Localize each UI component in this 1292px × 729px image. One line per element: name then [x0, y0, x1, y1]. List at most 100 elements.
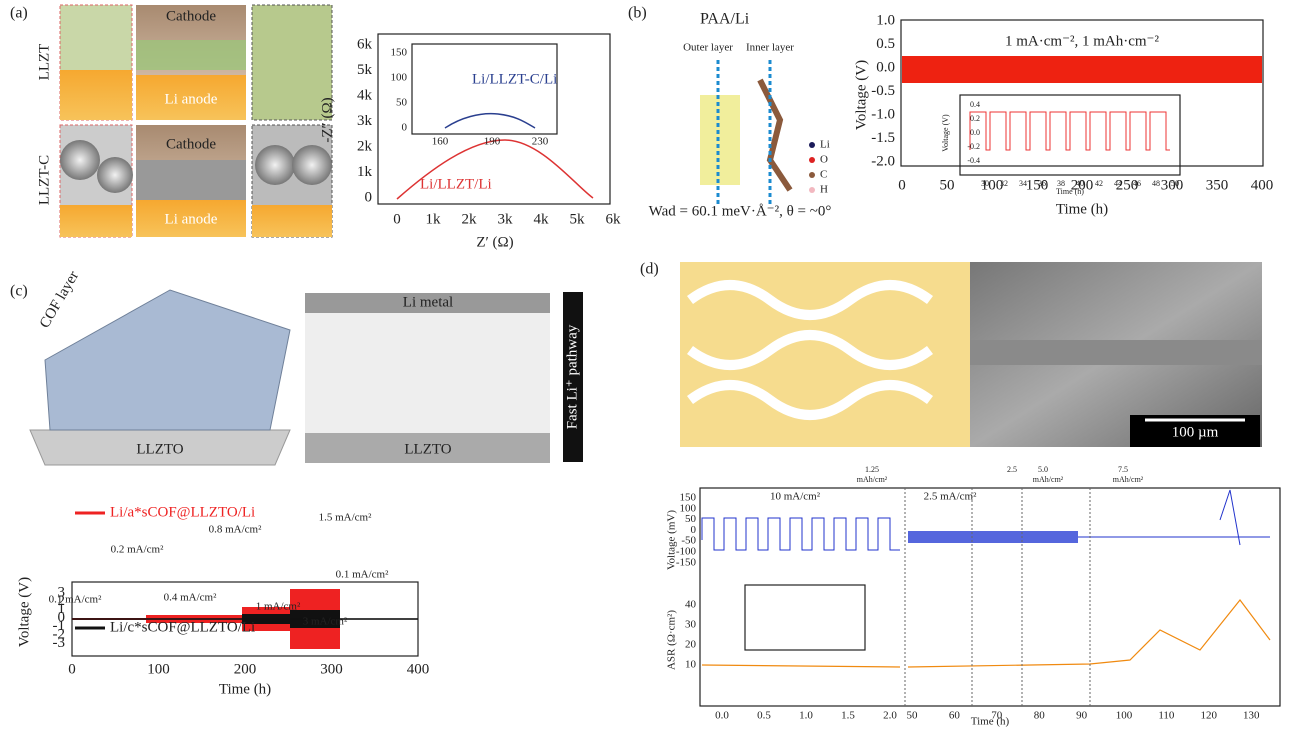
tick-label: 46 — [1133, 179, 1141, 188]
panel-label: (b) — [628, 5, 647, 22]
tick-label: -1.0 — [871, 106, 895, 122]
voltage-trace — [1078, 490, 1270, 545]
tick-label: 0.5 — [876, 36, 895, 52]
voltage-band — [902, 56, 1262, 83]
tick-label: 90 — [1076, 710, 1088, 722]
panel-a-images — [60, 5, 332, 237]
tick-label: 0.5 — [757, 710, 771, 722]
tick-label: 150 — [391, 47, 408, 59]
tick-label: 400 — [407, 661, 430, 677]
legend-label: O — [820, 154, 828, 166]
tick-label: 0.0 — [876, 59, 895, 75]
annotation: Li/LLZT/Li — [420, 176, 492, 192]
tick-label: 1.0 — [799, 710, 813, 722]
traces — [702, 488, 1270, 706]
scale-bar-label: 100 µm — [1172, 424, 1219, 440]
panel-label: (c) — [10, 283, 28, 300]
voltage-trace — [702, 518, 900, 550]
annotation: 1 mA/cm² — [256, 601, 301, 613]
image-text: Outer layer — [683, 42, 733, 54]
tick-label: 0 — [393, 211, 401, 227]
tick-label: 160 — [432, 136, 449, 148]
tick-label: 0 — [68, 661, 76, 677]
plot-frame — [378, 34, 610, 204]
tick-label: 1.5 — [841, 710, 855, 722]
tick-label: 60 — [949, 710, 961, 722]
image — [760, 80, 790, 190]
tick-label: 350 — [1206, 177, 1229, 193]
image — [136, 40, 246, 70]
y-axis-label: ASR (Ω·cm²) — [666, 610, 678, 670]
caption: Wad = 60.1 meV·Å⁻², θ = ~0° — [649, 203, 832, 219]
y-axis-label: Voltage (V) — [853, 60, 869, 130]
annotation: 1 mA·cm⁻², 1 mAh·cm⁻² — [1005, 33, 1159, 49]
annotation: mAh/cm² — [857, 475, 888, 484]
image-text: LLZTO — [404, 441, 451, 457]
image — [60, 70, 132, 120]
x-axis-label: Time (h) — [1056, 201, 1108, 217]
image-text: Li anode — [165, 211, 218, 227]
legend-marker — [809, 187, 815, 193]
inset-frame — [745, 585, 865, 650]
curve — [970, 112, 1170, 150]
tick-label: 3k — [498, 211, 514, 227]
tick-label: 400 — [1251, 177, 1274, 193]
image-text: Li metal — [403, 294, 453, 310]
icon — [97, 157, 133, 193]
tick-label: -0.2 — [967, 142, 980, 151]
legend-label: Li/a*sCOF@LLZTO/Li — [110, 504, 255, 520]
tick-label: 30 — [981, 179, 989, 188]
curve — [445, 114, 535, 128]
tick-label: 2k — [462, 211, 478, 227]
tick-label: 38 — [1057, 179, 1065, 188]
image — [60, 205, 132, 237]
voltage-trace — [908, 531, 1078, 543]
annotation: 0.4 mA/cm² — [164, 592, 217, 604]
image-text: Cathode — [166, 136, 216, 152]
image-text: COF layer — [37, 268, 82, 330]
tick-label: 0.2 — [970, 114, 980, 123]
tick-label: 100 — [1116, 710, 1133, 722]
tick-label: 2k — [357, 138, 373, 154]
tick-label: -0.5 — [871, 83, 895, 99]
tick-label: 6k — [357, 36, 373, 52]
annotation: 0.2 mA/cm² — [111, 544, 164, 556]
tick-label: 5k — [357, 62, 373, 78]
image — [305, 313, 550, 433]
asr-trace — [702, 600, 1270, 667]
image-text: Li anode — [165, 91, 218, 107]
tick-label: 100 — [391, 72, 408, 84]
annotation: 2.5 — [1007, 465, 1017, 474]
image — [970, 340, 1262, 365]
x-axis-label: Time (h) — [971, 716, 1010, 728]
tick-label: 5k — [570, 211, 586, 227]
tick-label: -3 — [53, 635, 66, 651]
tick-label: 130 — [1243, 710, 1260, 722]
tick-label: 0 — [898, 177, 906, 193]
icon — [60, 140, 100, 180]
tick-label: 48 — [1152, 179, 1160, 188]
legend-label: H — [820, 184, 828, 196]
legend-label: Li/c*sCOF@LLZTO/Li — [110, 619, 255, 635]
tick-label: 40 — [685, 599, 697, 611]
annotation: 1.25 — [865, 465, 879, 474]
tick-label: 110 — [1158, 710, 1175, 722]
tick-label: 190 — [484, 136, 501, 148]
tick-label: -0.4 — [967, 156, 980, 165]
inset-y-label: Voltage (V) — [941, 114, 950, 152]
legend-marker — [809, 157, 815, 163]
y-axis-label: Voltage (V) — [16, 577, 32, 647]
tick-label: 0.0 — [970, 128, 980, 137]
tick-label: -150 — [676, 556, 697, 568]
tick-label: 4k — [357, 87, 373, 103]
tick-label: 2.0 — [883, 710, 897, 722]
annotation: 2.5 mA/cm² — [924, 491, 977, 503]
image-text: Fast Li⁺ pathway — [564, 324, 580, 429]
image-title: PAA/Li — [700, 11, 750, 28]
annotation: 5.0 — [1038, 465, 1048, 474]
annotation: Li/LLZT-C/Li — [472, 71, 557, 87]
y-axis-label: -Z″ (Ω) — [319, 97, 335, 142]
tick-label: 44 — [1114, 179, 1122, 188]
legend-marker — [809, 172, 815, 178]
tick-label: 100 — [147, 661, 170, 677]
